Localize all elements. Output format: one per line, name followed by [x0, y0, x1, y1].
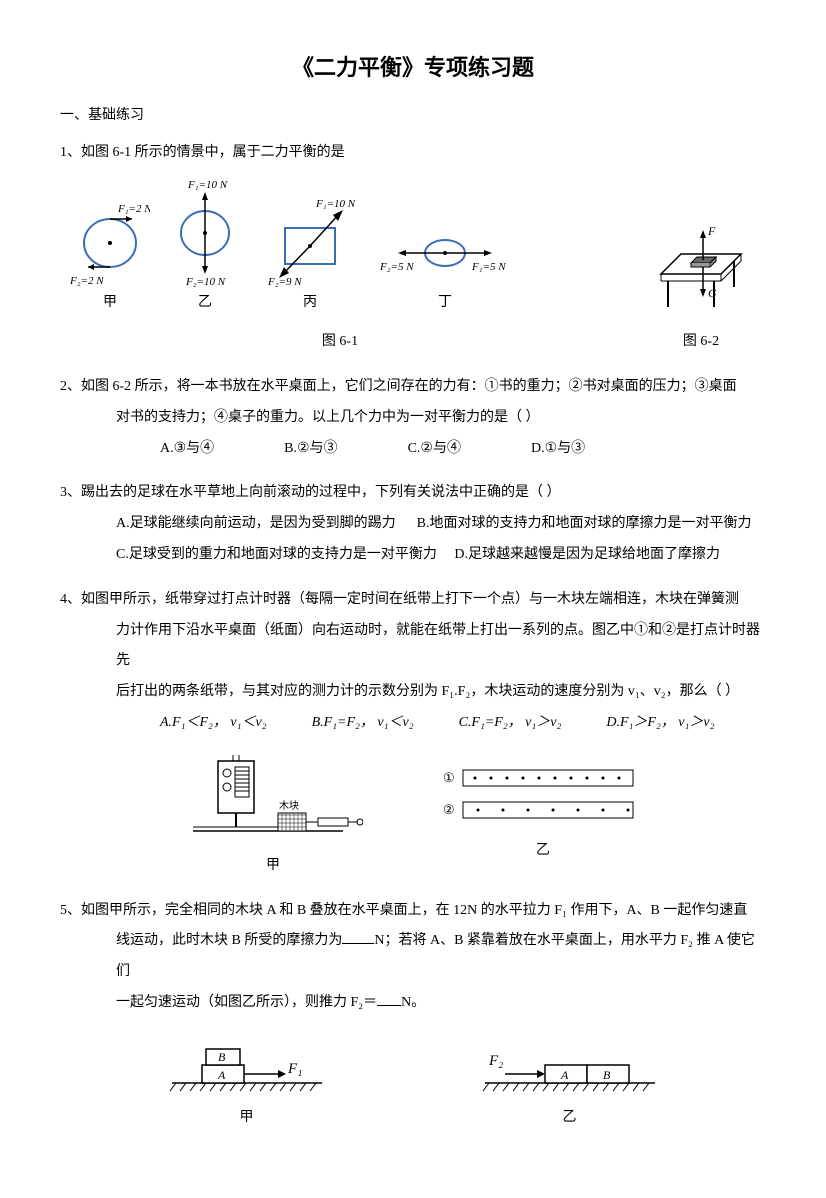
q5-line3: 一起匀速运动（如图乙所示），则推力 F₂＝N。: [60, 988, 766, 1019]
svg-text:F₁=10 N: F₁=10 N: [187, 179, 228, 191]
cap-ding: 丁: [438, 288, 452, 319]
q1-stem: 1、如图 6-1 所示的情景中，属于二力平衡的是: [60, 138, 766, 169]
q4-line1: 4、如图甲所示，纸带穿过打点计时器（每隔一定时间在纸带上打下一个点）与一木块左端…: [60, 585, 766, 616]
q4-cap-jia: 甲: [266, 851, 280, 882]
fig-yi: F₁=10 N F₂=10 N 乙: [170, 178, 240, 319]
svg-text:①: ①: [443, 770, 455, 785]
question-3: 3、踢出去的足球在水平草地上向前滚动的过程中，下列有关说法中正确的是（ ） A.…: [60, 478, 766, 570]
q4-fig-yi: ① ② 乙: [443, 766, 643, 867]
q4-optD: D.F₁＞F₂， v₁＞v₂: [606, 708, 714, 739]
q4-optA: A.F₁＜F₂， v₁＜v₂: [160, 708, 267, 739]
question-5: 5、如图甲所示，完全相同的木块 A 和 B 叠放在水平桌面上，在 12N 的水平…: [60, 896, 766, 1134]
q3-optD: D.足球越来越慢是因为足球给地面了摩擦力: [454, 547, 720, 562]
q2-optD: D.①与③: [531, 434, 585, 465]
cap-6-2: 图 6-2: [646, 327, 756, 358]
q2-line2: 对书的支持力；④桌子的重力。以上几个力中为一对平衡力的是（ ）: [60, 403, 766, 434]
q3-optC: C.足球受到的重力和地面对球的支持力是一对平衡力: [116, 547, 437, 562]
cap-bing: 丙: [303, 288, 317, 319]
fig-6-2: F G: [646, 219, 756, 319]
q5-cap-yi: 乙: [563, 1103, 577, 1134]
svg-text:F₁=5 N: F₁=5 N: [471, 261, 506, 273]
svg-text:F₁=2 N: F₁=2 N: [117, 203, 150, 215]
cap-6-1: 图 6-1: [150, 327, 530, 358]
svg-text:A: A: [217, 1068, 226, 1082]
tapes-svg: ① ②: [443, 766, 643, 836]
svg-text:F₁: F₁: [287, 1061, 302, 1077]
table-svg: F G: [646, 219, 756, 319]
svg-text:F₂: F₂: [488, 1053, 503, 1069]
q5-jia-svg: B A F₁: [162, 1033, 332, 1103]
q2-optB: B.②与③: [284, 434, 337, 465]
q3-optA: A.足球能继续向前运动，是因为受到脚的踢力: [116, 516, 396, 531]
q2-line1: 2、如图 6-2 所示，将一本书放在水平桌面上，它们之间存在的力有：①书的重力；…: [60, 372, 766, 403]
q5-line2: 线运动，此时木块 B 所受的摩擦力为N；若将 A、B 紧靠着放在水平桌面上，用水…: [60, 926, 766, 988]
fig-bing: F₁=10 N F₂=9 N 丙: [260, 193, 360, 319]
q3-optB: B.地面对球的支持力和地面对球的摩擦力是一对平衡力: [417, 516, 752, 531]
q3-row1: A.足球能继续向前运动，是因为受到脚的踢力 B.地面对球的支持力和地面对球的摩擦…: [60, 509, 766, 540]
svg-text:F₂=9 N: F₂=9 N: [267, 276, 302, 288]
svg-text:G: G: [708, 286, 717, 300]
circle-yi-svg: F₁=10 N F₂=10 N: [170, 178, 240, 288]
page-title: 《二力平衡》专项练习题: [60, 50, 766, 85]
q2-options: A.③与④ B.②与③ C.②与④ D.①与③: [60, 434, 766, 465]
svg-text:F₂=10 N: F₂=10 N: [185, 276, 226, 288]
q5-fig-jia: B A F₁ 甲: [162, 1033, 332, 1134]
q2-optA: A.③与④: [160, 434, 214, 465]
svg-text:F₂=2 N: F₂=2 N: [70, 275, 104, 287]
cap-jia: 甲: [103, 288, 117, 319]
timer-svg: 木块: [183, 751, 363, 851]
ellipse-ding-svg: F₂=5 N F₁=5 N: [380, 218, 510, 288]
q5-line1: 5、如图甲所示，完全相同的木块 A 和 B 叠放在水平桌面上，在 12N 的水平…: [60, 896, 766, 927]
svg-text:B: B: [603, 1068, 611, 1082]
q3-line1: 3、踢出去的足球在水平草地上向前滚动的过程中，下列有关说法中正确的是（ ）: [60, 478, 766, 509]
question-1: 1、如图 6-1 所示的情景中，属于二力平衡的是 F₁=2 N F₂=2 N 甲: [60, 138, 766, 358]
svg-text:F: F: [707, 224, 716, 238]
question-4: 4、如图甲所示，纸带穿过打点计时器（每隔一定时间在纸带上打下一个点）与一木块左端…: [60, 585, 766, 882]
q5-yi-svg: A B F₂: [475, 1033, 665, 1103]
section-heading: 一、基础练习: [60, 105, 766, 127]
q4-line2: 力计作用下沿水平桌面（纸面）向右运动时，就能在纸带上打出一系列的点。图乙中①和②…: [60, 616, 766, 678]
q4-line3: 后打出的两条纸带，与其对应的测力计的示数分别为 F₁.F₂，木块运动的速度分别为…: [60, 677, 766, 708]
fig-jia: F₁=2 N F₂=2 N 甲: [70, 198, 150, 319]
q3-row2: C.足球受到的重力和地面对球的支持力是一对平衡力 D.足球越来越慢是因为足球给地…: [60, 540, 766, 571]
svg-text:B: B: [218, 1050, 226, 1064]
circle-jia-svg: F₁=2 N F₂=2 N: [70, 198, 150, 288]
q4-optC: C.F₁=F₂， v₁＞v₂: [459, 708, 562, 739]
q1-figures: F₁=2 N F₂=2 N 甲 F₁=10 N F₂=10 N 乙: [60, 178, 766, 319]
q4-fig-jia: 木块 甲: [183, 751, 363, 882]
q4-optB: B.F₁=F₂， v₁＜v₂: [312, 708, 414, 739]
q2-optC: C.②与④: [408, 434, 461, 465]
rect-bing-svg: F₁=10 N F₂=9 N: [260, 193, 360, 288]
fig-ding: F₂=5 N F₁=5 N 丁: [380, 218, 510, 319]
svg-text:②: ②: [443, 802, 455, 817]
q5-fig-yi: A B F₂ 乙: [475, 1033, 665, 1134]
question-2: 2、如图 6-2 所示，将一本书放在水平桌面上，它们之间存在的力有：①书的重力；…: [60, 372, 766, 464]
fig-captions: 图 6-1 图 6-2: [60, 327, 766, 358]
q4-cap-yi: 乙: [536, 836, 550, 867]
svg-text:A: A: [560, 1068, 569, 1082]
q5-cap-jia: 甲: [240, 1103, 254, 1134]
svg-text:木块: 木块: [279, 800, 299, 812]
svg-text:F₁=10 N: F₁=10 N: [315, 198, 356, 210]
q4-options: A.F₁＜F₂， v₁＜v₂ B.F₁=F₂， v₁＜v₂ C.F₁=F₂， v…: [60, 708, 766, 739]
cap-yi: 乙: [198, 288, 212, 319]
svg-text:F₂=5 N: F₂=5 N: [380, 261, 414, 273]
